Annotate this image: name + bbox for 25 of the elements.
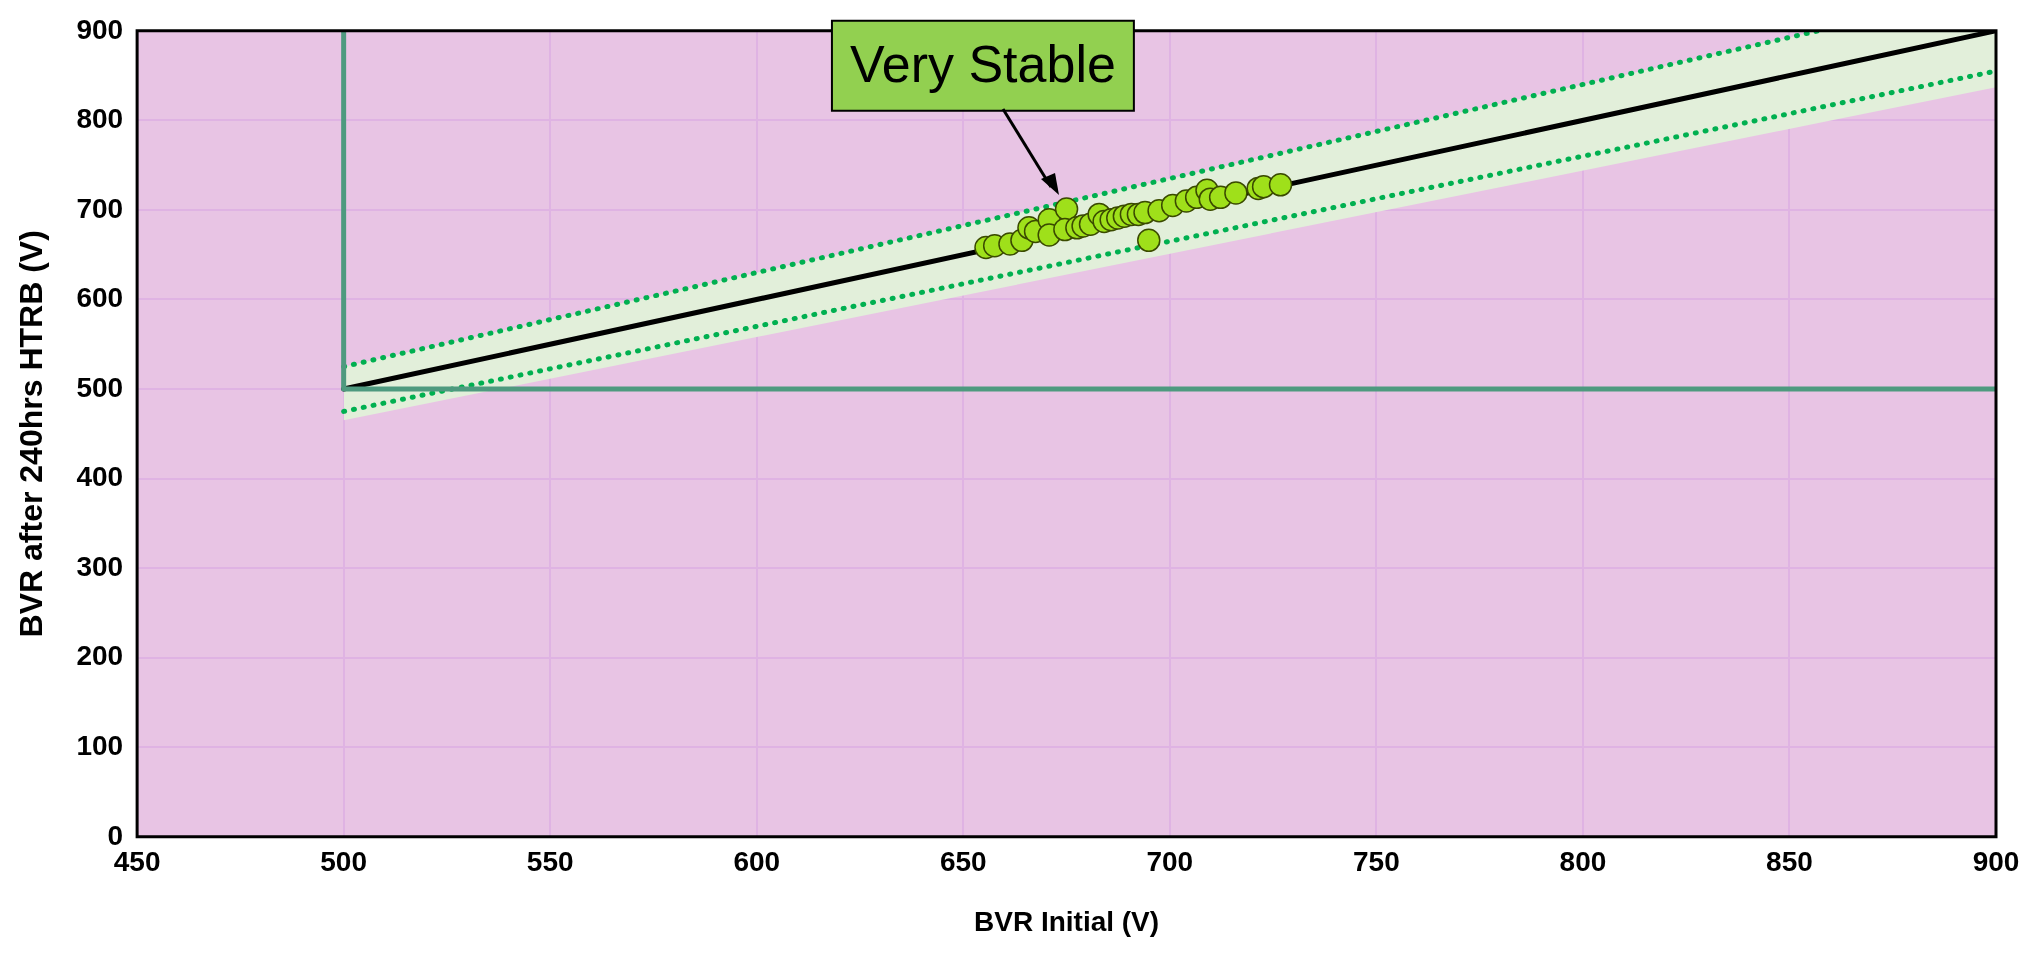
y-tick-label: 300 [76,550,124,582]
x-tick-label: 800 [1559,846,1607,878]
y-tick-label: 500 [76,371,124,403]
y-tick-label: 800 [76,103,124,135]
point [1137,228,1161,253]
point [1054,197,1079,221]
y-tick-label: 600 [76,282,124,314]
y-tick-label: 900 [76,13,124,45]
point [1268,173,1293,197]
point [1224,181,1248,205]
x-axis-title: BVR Initial (V) [974,905,1160,937]
x-tick-label: 650 [939,846,987,878]
y-tick-label: 100 [76,729,124,761]
annotation: Very Stable [849,35,1116,94]
x-tick-label: 700 [1146,846,1194,878]
x-tick-label: 850 [1766,846,1813,878]
y-tick-label: 200 [76,640,124,672]
y-tick-label: 700 [76,192,124,224]
y-tick-label: 400 [76,461,124,493]
x-tick-label: 550 [526,846,574,878]
x-tick-label: 600 [733,846,781,878]
x-tick-label: 500 [320,846,368,878]
y-axis-title: BVR after 240hrs HTRB (V) [13,230,50,638]
x-tick-label: 900 [1972,846,2020,878]
x-tick-label: 750 [1353,846,1400,878]
